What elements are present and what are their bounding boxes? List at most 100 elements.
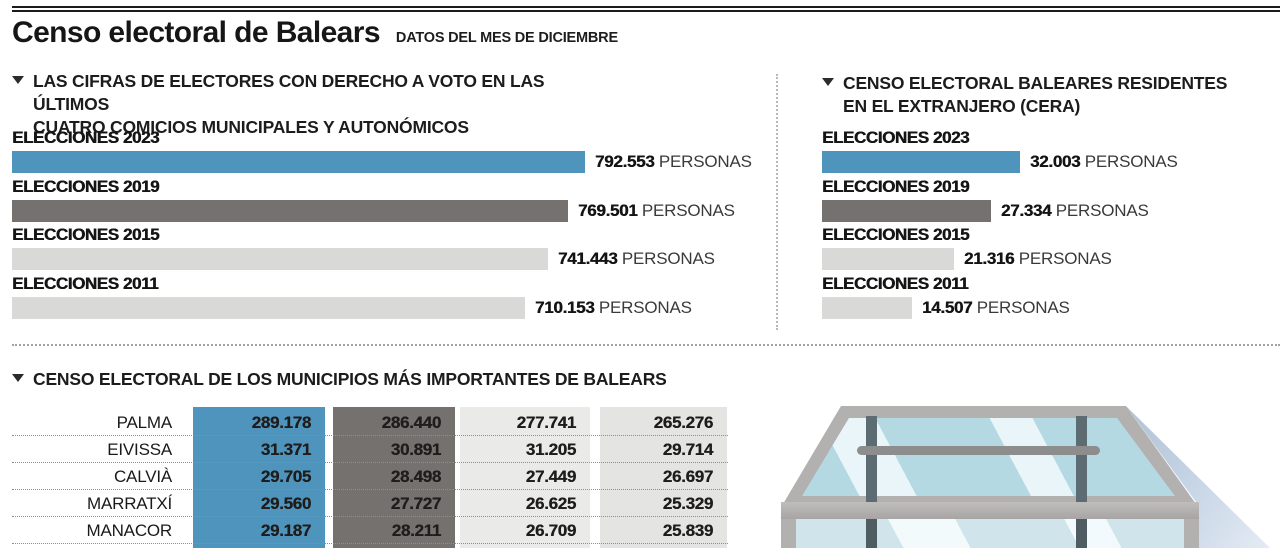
bar-value-number: 710.153 xyxy=(535,297,595,317)
table-cell-value: 26.625 xyxy=(525,494,577,513)
table-cell-value: 29.187 xyxy=(260,521,312,540)
bar-value: 741.443 PERSONAS xyxy=(558,249,715,269)
bar xyxy=(12,151,585,173)
vertical-dotted-divider xyxy=(776,74,778,330)
bar-label: ELECCIONES 2015 xyxy=(822,225,970,244)
table-row-municipality: MARRATXÍ xyxy=(87,494,172,513)
bar-line: 710.153 PERSONAS xyxy=(12,296,772,319)
bar xyxy=(822,296,912,319)
bar-value: 14.507 PERSONAS xyxy=(922,298,1070,318)
triangle-marker-icon xyxy=(12,374,24,382)
triangle-marker-icon xyxy=(12,76,24,84)
ballot-slot-icon xyxy=(857,446,1100,455)
bar-value-unit: PERSONAS xyxy=(594,297,692,317)
bar-value-unit: PERSONAS xyxy=(637,200,735,220)
triangle-marker-icon xyxy=(822,78,834,86)
ballot-box-lid-glass xyxy=(802,418,1175,496)
ballot-box-post-icon xyxy=(1076,416,1087,504)
bar-value: 792.553 PERSONAS xyxy=(595,152,752,172)
table-row-municipality: MANACOR xyxy=(86,521,173,540)
bar-value-number: 769.501 xyxy=(578,200,638,220)
table-cell-value: 286.440 xyxy=(381,413,442,432)
table-cell-value: 29.560 xyxy=(260,494,312,513)
bar-row: ELECCIONES 2023 32.003 PERSONAS xyxy=(822,128,1262,173)
table-cell-value: 29.714 xyxy=(662,440,714,459)
table-row-separator xyxy=(12,435,728,436)
bar-line: 32.003 PERSONAS xyxy=(822,151,1262,173)
bar-value-unit: PERSONAS xyxy=(972,297,1070,317)
bar-value-number: 741.443 xyxy=(558,249,618,268)
ballot-box-frame-right xyxy=(1184,519,1199,548)
section-header-table: CENSO ELECTORAL DE LOS MUNICIPIOS MÁS IM… xyxy=(12,368,912,391)
bar-value: 32.003 PERSONAS xyxy=(1030,152,1178,172)
table-cell-value: 28.211 xyxy=(391,521,442,540)
table-cell-value: 25.329 xyxy=(662,494,714,513)
bar-row: ELECCIONES 2019 27.334 PERSONAS xyxy=(822,177,1262,222)
bar-row: ELECCIONES 2015 741.443 PERSONAS xyxy=(12,225,772,270)
table-row-separator xyxy=(12,489,728,490)
table-cell-value: 265.276 xyxy=(653,413,714,432)
ballot-box-body-glass xyxy=(786,519,1190,548)
table-row-separator xyxy=(12,516,728,517)
bar-value-unit: PERSONAS xyxy=(1014,249,1112,268)
bar-value-unit: PERSONAS xyxy=(617,249,715,268)
table-cell-value: 30.891 xyxy=(390,440,442,459)
section-header-municipal: LAS CIFRAS DE ELECTORES CON DERECHO A VO… xyxy=(12,70,622,138)
table-cell-value: 27.727 xyxy=(390,494,442,513)
bar-value-unit: PERSONAS xyxy=(1051,200,1149,220)
bar-value: 710.153 PERSONAS xyxy=(535,298,692,318)
masthead: Censo electoral de Balears DATOS DEL MES… xyxy=(12,16,618,50)
bar xyxy=(822,248,954,270)
table-row-municipality: EIVISSA xyxy=(107,440,172,459)
table-column-background xyxy=(600,407,727,548)
bar-label: ELECCIONES 2015 xyxy=(12,225,160,244)
page-title: Censo electoral de Balears xyxy=(12,16,381,49)
bar-row: ELECCIONES 2011 710.153 PERSONAS xyxy=(12,274,772,319)
table-row-separator xyxy=(12,462,728,463)
bar-label: ELECCIONES 2019 xyxy=(12,176,160,196)
section-header-cera-text: CENSO ELECTORAL BALEARES RESIDENTES EN E… xyxy=(843,73,1228,116)
table-cell-value: 25.839 xyxy=(662,521,714,540)
table-cell-value: 26.709 xyxy=(525,521,577,540)
bar-value-number: 32.003 xyxy=(1030,152,1081,171)
table-row-separator xyxy=(12,543,728,544)
bar-value-unit: PERSONAS xyxy=(1080,152,1178,171)
page-subtitle: DATOS DEL MES DE DICIEMBRE xyxy=(395,30,618,46)
bar-line: 21.316 PERSONAS xyxy=(822,248,1262,270)
table-cell-value: 27.449 xyxy=(525,467,577,486)
bar xyxy=(822,199,991,222)
bar-value-number: 14.507 xyxy=(922,297,973,317)
bar-value: 27.334 PERSONAS xyxy=(1001,201,1149,221)
bar xyxy=(12,199,568,222)
table-cell-value: 277.741 xyxy=(516,413,577,432)
bar-value-unit: PERSONAS xyxy=(654,152,752,171)
table-cell-value: 26.697 xyxy=(662,467,714,486)
ballot-box-frame-bar xyxy=(781,502,1199,519)
table-cell-value: 31.205 xyxy=(525,440,577,459)
table-row-municipality: PALMA xyxy=(116,413,173,432)
bar-value-number: 21.316 xyxy=(964,249,1015,268)
section-header-cera: CENSO ELECTORAL BALEARES RESIDENTES EN E… xyxy=(822,72,1252,118)
bar xyxy=(12,296,525,319)
table-column-background xyxy=(460,407,590,548)
bar-row: ELECCIONES 2023 792.553 PERSONAS xyxy=(12,128,772,173)
bar-label: ELECCIONES 2011 xyxy=(822,273,969,293)
bar-row: ELECCIONES 2019 769.501 PERSONAS xyxy=(12,177,772,222)
bar-row: ELECCIONES 2015 21.316 PERSONAS xyxy=(822,225,1262,270)
table-cell-value: 289.178 xyxy=(251,413,312,432)
bar-label: ELECCIONES 2023 xyxy=(12,128,160,147)
ballot-box-illustration xyxy=(778,398,1280,548)
top-rule xyxy=(12,6,1280,12)
ballot-box-post-icon xyxy=(866,519,877,548)
bar-line: 14.507 PERSONAS xyxy=(822,296,1262,319)
ballot-box-frame-left xyxy=(781,519,796,548)
bar-line: 27.334 PERSONAS xyxy=(822,199,1262,222)
bar-label: ELECCIONES 2023 xyxy=(822,128,970,147)
bar-value-number: 792.553 xyxy=(595,152,655,171)
bar-value: 21.316 PERSONAS xyxy=(964,249,1112,269)
bar xyxy=(822,151,1020,173)
table-column-background xyxy=(193,407,325,548)
table-cell-value: 29.705 xyxy=(260,467,312,486)
bar-value: 769.501 PERSONAS xyxy=(578,201,735,221)
section-header-table-text: CENSO ELECTORAL DE LOS MUNICIPIOS MÁS IM… xyxy=(33,369,667,389)
